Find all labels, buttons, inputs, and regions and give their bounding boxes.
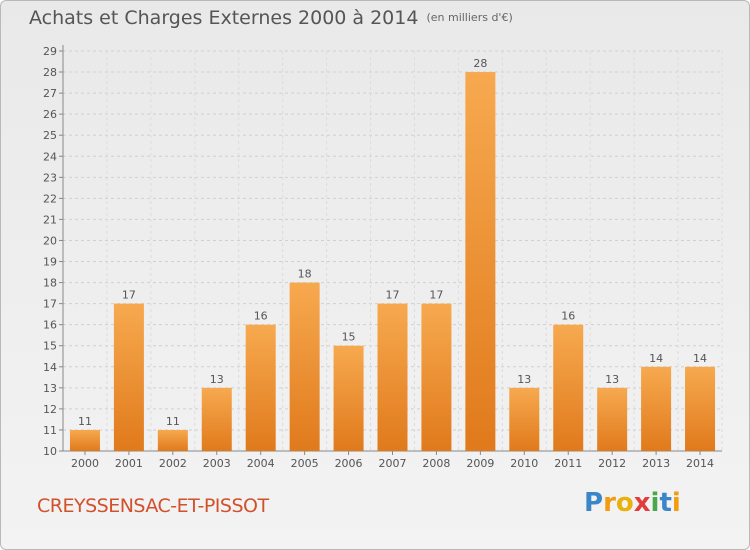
chart-title-text: Achats et Charges Externes 2000 à 2014 xyxy=(29,7,419,29)
bar-2000 xyxy=(69,429,100,451)
bar-2004 xyxy=(245,324,276,451)
bar-2012 xyxy=(597,387,628,451)
x-tick-label: 2003 xyxy=(203,457,231,470)
data-label: 17 xyxy=(122,289,136,302)
x-tick-label: 2013 xyxy=(642,457,670,470)
y-tick-label: 24 xyxy=(43,150,57,163)
bar-2002 xyxy=(157,429,188,451)
chart-subtitle: (en milliers d'€) xyxy=(426,11,513,24)
x-tick-label: 2002 xyxy=(159,457,187,470)
bars xyxy=(69,72,716,451)
data-label: 28 xyxy=(473,57,487,70)
data-label: 13 xyxy=(210,373,224,386)
y-tick-label: 14 xyxy=(43,361,57,374)
x-tick-label: 2009 xyxy=(466,457,494,470)
data-label: 14 xyxy=(693,352,707,365)
y-tick-label: 28 xyxy=(43,66,57,79)
data-label: 17 xyxy=(386,289,400,302)
y-tick-label: 19 xyxy=(43,256,57,269)
y-tick-label: 22 xyxy=(43,192,57,205)
y-tick-label: 10 xyxy=(43,445,57,458)
bar-2006 xyxy=(333,345,364,451)
labels: 10 11 12 13 14 15 16 17 18 19 20 21 22 23 24 25 26 27 28 29… xyxy=(43,45,714,470)
bar-2007 xyxy=(377,303,408,451)
bar-2014 xyxy=(685,366,716,451)
bar-2008 xyxy=(421,303,452,451)
x-tick-label: 2006 xyxy=(335,457,363,470)
y-tick-label: 11 xyxy=(43,424,57,437)
bar-2003 xyxy=(201,387,232,451)
y-tick-label: 15 xyxy=(43,340,57,353)
y-tick-label: 25 xyxy=(43,129,57,142)
bar-2009 xyxy=(465,72,496,451)
y-tick-label: 20 xyxy=(43,234,57,247)
bar-2005 xyxy=(289,282,320,451)
data-label: 14 xyxy=(649,352,663,365)
y-tick-label: 21 xyxy=(43,213,57,226)
x-tick-label: 2011 xyxy=(554,457,582,470)
x-tick-label: 2005 xyxy=(291,457,319,470)
x-tick-label: 2004 xyxy=(247,457,275,470)
y-tick-label: 29 xyxy=(43,45,57,58)
x-tick-label: 2001 xyxy=(115,457,143,470)
commune-name: CREYSSENSAC-ET-PISSOT xyxy=(37,495,269,517)
bar-2011 xyxy=(553,324,584,451)
data-label: 16 xyxy=(254,310,268,323)
proxiti-logo: Proxiti xyxy=(584,488,681,518)
data-label: 15 xyxy=(342,331,356,344)
chart-title: Achats et Charges Externes 2000 à 2014 (e… xyxy=(29,7,513,29)
data-label: 16 xyxy=(561,310,575,323)
data-label: 11 xyxy=(78,415,92,428)
x-tick-label: 2014 xyxy=(686,457,714,470)
y-tick-label: 13 xyxy=(43,382,57,395)
bar-2013 xyxy=(641,366,672,451)
y-tick-label: 16 xyxy=(43,319,57,332)
data-label: 17 xyxy=(429,289,443,302)
x-tick-label: 2010 xyxy=(510,457,538,470)
bar-2001 xyxy=(113,303,144,451)
y-tick-label: 18 xyxy=(43,277,57,290)
y-tick-label: 26 xyxy=(43,108,57,121)
x-tick-label: 2012 xyxy=(598,457,626,470)
data-label: 13 xyxy=(605,373,619,386)
bar-2010 xyxy=(509,387,540,451)
y-tick-label: 12 xyxy=(43,403,57,416)
y-tick-label: 23 xyxy=(43,171,57,184)
x-tick-label: 2008 xyxy=(422,457,450,470)
y-tick-label: 17 xyxy=(43,298,57,311)
data-label: 18 xyxy=(298,268,312,281)
y-tick-label: 27 xyxy=(43,87,57,100)
data-label: 11 xyxy=(166,415,180,428)
x-tick-label: 2000 xyxy=(71,457,99,470)
x-tick-label: 2007 xyxy=(379,457,407,470)
data-label: 13 xyxy=(517,373,531,386)
